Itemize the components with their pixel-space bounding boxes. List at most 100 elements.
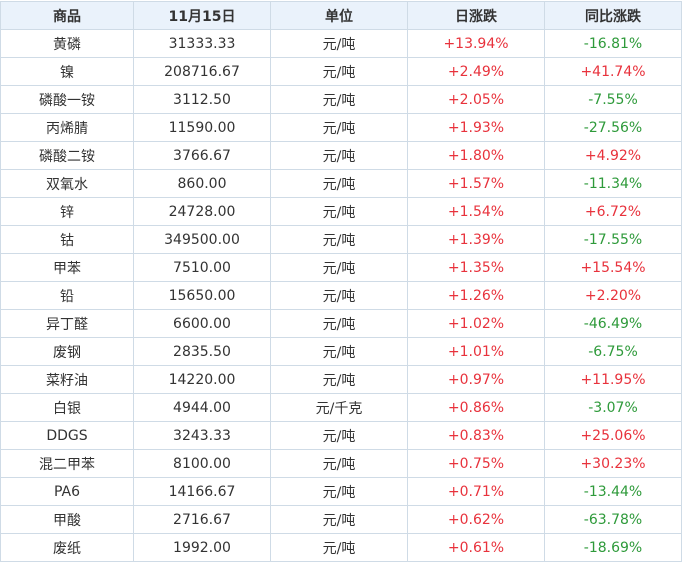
table-cell: 元/吨 xyxy=(270,365,408,394)
table-row: 混二甲苯 8100.00 元/吨 +0.75% +30.23% xyxy=(0,449,682,478)
header-cell: 商品 xyxy=(0,1,134,30)
table-cell: +1.54% xyxy=(407,197,545,226)
table-cell: -13.44% xyxy=(544,477,682,506)
table-cell: -18.69% xyxy=(544,533,682,562)
table-head: 商品 11月15日 单位 日涨跌 同比涨跌 xyxy=(0,1,682,30)
table-cell: +1.57% xyxy=(407,169,545,198)
table-body: 黄磷 31333.33 元/吨 +13.94% -16.81% 镍 208716.67 元/吨… xyxy=(0,29,682,562)
table-cell: 双氧水 xyxy=(0,169,134,198)
table-row: 磷酸二铵 3766.67 元/吨 +1.80% +4.92% xyxy=(0,141,682,170)
table-cell: +2.05% xyxy=(407,85,545,114)
table-cell: -3.07% xyxy=(544,393,682,422)
table-cell: 甲酸 xyxy=(0,505,134,534)
table-row: 废纸 1992.00 元/吨 +0.61% -18.69% xyxy=(0,533,682,562)
header-cell: 日涨跌 xyxy=(407,1,545,30)
table-cell: 24728.00 xyxy=(133,197,271,226)
table-cell: +2.49% xyxy=(407,57,545,86)
table-cell: 2716.67 xyxy=(133,505,271,534)
table-cell: 8100.00 xyxy=(133,449,271,478)
table-cell: +13.94% xyxy=(407,29,545,58)
table-cell: -7.55% xyxy=(544,85,682,114)
table-row: 镍 208716.67 元/吨 +2.49% +41.74% xyxy=(0,57,682,86)
table-cell: 元/吨 xyxy=(270,57,408,86)
table-cell: 3243.33 xyxy=(133,421,271,450)
table-cell: 混二甲苯 xyxy=(0,449,134,478)
table-cell: +0.83% xyxy=(407,421,545,450)
table-cell: +0.75% xyxy=(407,449,545,478)
table-cell: +0.86% xyxy=(407,393,545,422)
table-cell: -46.49% xyxy=(544,309,682,338)
table-cell: +1.02% xyxy=(407,309,545,338)
table-cell: -16.81% xyxy=(544,29,682,58)
table-cell: 白银 xyxy=(0,393,134,422)
table-cell: 208716.67 xyxy=(133,57,271,86)
table-row: 甲酸 2716.67 元/吨 +0.62% -63.78% xyxy=(0,505,682,534)
table-cell: 元/吨 xyxy=(270,85,408,114)
table-cell: +0.71% xyxy=(407,477,545,506)
table-cell: 异丁醛 xyxy=(0,309,134,338)
table-cell: 元/吨 xyxy=(270,533,408,562)
table-row: 铅 15650.00 元/吨 +1.26% +2.20% xyxy=(0,281,682,310)
header-row: 商品 11月15日 单位 日涨跌 同比涨跌 xyxy=(0,1,682,30)
table-cell: 元/吨 xyxy=(270,113,408,142)
table-cell: +2.20% xyxy=(544,281,682,310)
table-row: 黄磷 31333.33 元/吨 +13.94% -16.81% xyxy=(0,29,682,58)
table-cell: 磷酸一铵 xyxy=(0,85,134,114)
table-cell: 2835.50 xyxy=(133,337,271,366)
table-cell: 磷酸二铵 xyxy=(0,141,134,170)
table-cell: +4.92% xyxy=(544,141,682,170)
table-cell: +1.01% xyxy=(407,337,545,366)
table-row: DDGS 3243.33 元/吨 +0.83% +25.06% xyxy=(0,421,682,450)
table-row: 菜籽油 14220.00 元/吨 +0.97% +11.95% xyxy=(0,365,682,394)
table-cell: 丙烯腈 xyxy=(0,113,134,142)
table-row: 钴 349500.00 元/吨 +1.39% -17.55% xyxy=(0,225,682,254)
table-cell: 元/吨 xyxy=(270,29,408,58)
table-cell: 3112.50 xyxy=(133,85,271,114)
table-cell: 菜籽油 xyxy=(0,365,134,394)
table-row: 废钢 2835.50 元/吨 +1.01% -6.75% xyxy=(0,337,682,366)
table-cell: PA6 xyxy=(0,477,134,506)
table-cell: 元/吨 xyxy=(270,421,408,450)
table-cell: 元/吨 xyxy=(270,309,408,338)
table-row: 甲苯 7510.00 元/吨 +1.35% +15.54% xyxy=(0,253,682,282)
header-cell: 同比涨跌 xyxy=(544,1,682,30)
table-cell: -6.75% xyxy=(544,337,682,366)
table-row: PA6 14166.67 元/吨 +0.71% -13.44% xyxy=(0,477,682,506)
table-cell: 349500.00 xyxy=(133,225,271,254)
table-row: 磷酸一铵 3112.50 元/吨 +2.05% -7.55% xyxy=(0,85,682,114)
table-cell: +1.26% xyxy=(407,281,545,310)
table-cell: 元/吨 xyxy=(270,337,408,366)
table-cell: 锌 xyxy=(0,197,134,226)
table-cell: -17.55% xyxy=(544,225,682,254)
table-row: 丙烯腈 11590.00 元/吨 +1.93% -27.56% xyxy=(0,113,682,142)
table-cell: 6600.00 xyxy=(133,309,271,338)
table-cell: 铅 xyxy=(0,281,134,310)
table-cell: 860.00 xyxy=(133,169,271,198)
header-cell: 11月15日 xyxy=(133,1,271,30)
table-cell: 11590.00 xyxy=(133,113,271,142)
table-cell: 废纸 xyxy=(0,533,134,562)
table-cell: 镍 xyxy=(0,57,134,86)
table-cell: +6.72% xyxy=(544,197,682,226)
table-cell: 黄磷 xyxy=(0,29,134,58)
table-cell: 3766.67 xyxy=(133,141,271,170)
table-cell: -27.56% xyxy=(544,113,682,142)
table-cell: 元/吨 xyxy=(270,169,408,198)
table-cell: 元/吨 xyxy=(270,141,408,170)
table-cell: 元/吨 xyxy=(270,505,408,534)
table-cell: +41.74% xyxy=(544,57,682,86)
table-cell: +1.39% xyxy=(407,225,545,254)
table-cell: 元/吨 xyxy=(270,197,408,226)
table-cell: 废钢 xyxy=(0,337,134,366)
table-cell: 4944.00 xyxy=(133,393,271,422)
table-cell: 14220.00 xyxy=(133,365,271,394)
table-cell: 钴 xyxy=(0,225,134,254)
table-cell: +30.23% xyxy=(544,449,682,478)
table-cell: +15.54% xyxy=(544,253,682,282)
table-cell: 元/吨 xyxy=(270,477,408,506)
table-cell: +1.93% xyxy=(407,113,545,142)
table-cell: -63.78% xyxy=(544,505,682,534)
table-row: 异丁醛 6600.00 元/吨 +1.02% -46.49% xyxy=(0,309,682,338)
